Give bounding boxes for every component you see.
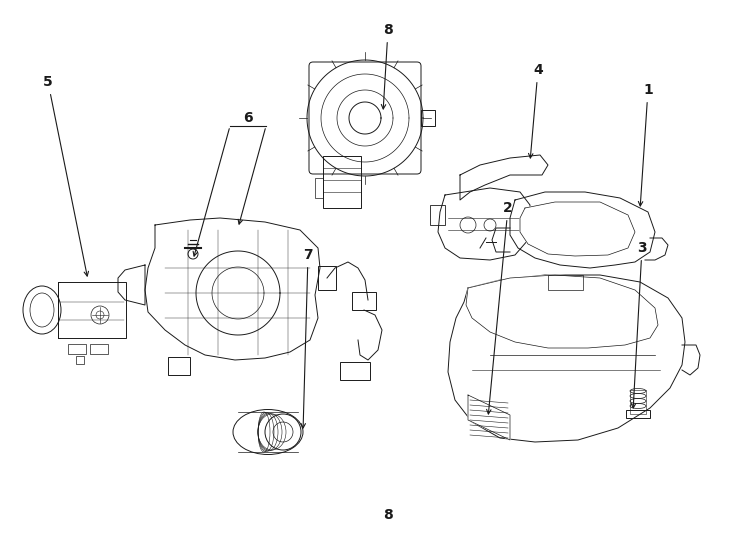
Text: 7: 7 bbox=[301, 248, 313, 428]
Text: 4: 4 bbox=[528, 63, 543, 158]
Text: 8: 8 bbox=[383, 508, 393, 522]
Bar bbox=[318, 266, 336, 290]
Bar bbox=[630, 390, 646, 414]
Polygon shape bbox=[466, 275, 658, 348]
Bar bbox=[340, 362, 370, 380]
Polygon shape bbox=[448, 275, 685, 442]
Polygon shape bbox=[438, 188, 530, 260]
Polygon shape bbox=[460, 155, 548, 200]
Bar bbox=[58, 282, 126, 338]
Bar bbox=[168, 357, 190, 375]
Bar bbox=[430, 205, 445, 225]
Bar bbox=[548, 275, 583, 290]
Text: 6: 6 bbox=[243, 111, 252, 125]
Polygon shape bbox=[510, 192, 655, 268]
Bar bbox=[323, 156, 361, 208]
Bar bbox=[626, 410, 650, 418]
Bar bbox=[315, 178, 323, 198]
Bar bbox=[352, 292, 376, 310]
Bar bbox=[76, 356, 84, 364]
Polygon shape bbox=[468, 395, 510, 440]
Text: 5: 5 bbox=[43, 75, 89, 276]
Bar bbox=[421, 110, 435, 126]
Polygon shape bbox=[520, 202, 635, 256]
Text: 2: 2 bbox=[487, 201, 513, 414]
Text: 8: 8 bbox=[381, 23, 393, 109]
Text: 1: 1 bbox=[639, 83, 653, 206]
Bar bbox=[68, 344, 86, 354]
Bar bbox=[90, 344, 108, 354]
Text: 3: 3 bbox=[631, 241, 647, 408]
